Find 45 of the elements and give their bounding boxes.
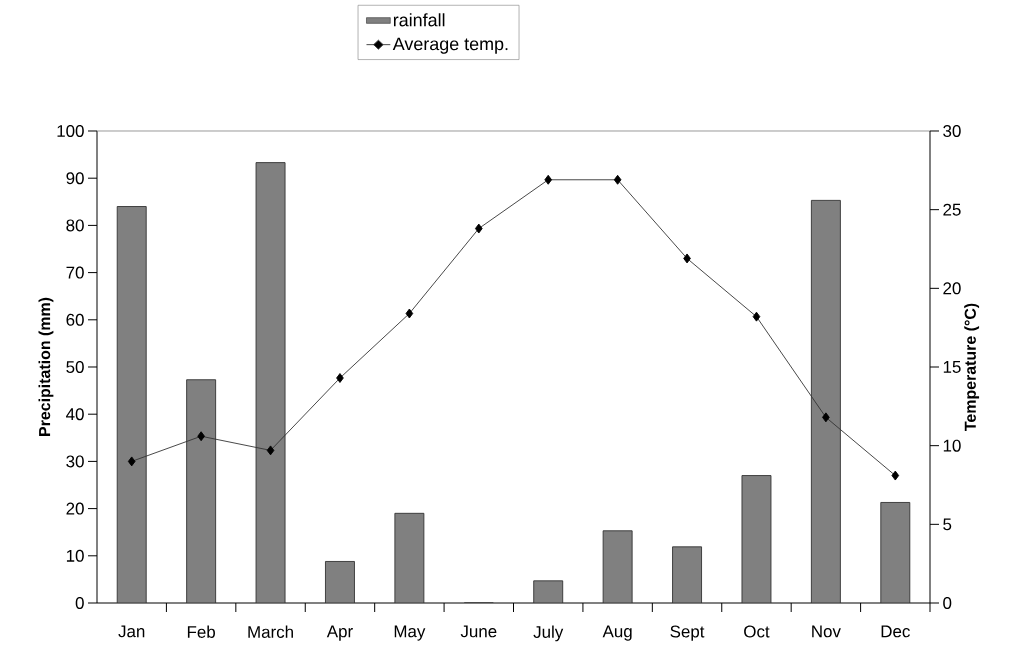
y-tick-label: 40 xyxy=(66,408,84,421)
x-tick-label: March xyxy=(248,625,293,638)
x-tick-label: May xyxy=(394,625,426,641)
y2-tick-label: 5 xyxy=(943,518,952,531)
bar xyxy=(810,199,841,603)
bar xyxy=(741,475,772,603)
x-tick-label: Dec xyxy=(881,625,910,638)
x-tick-label: July xyxy=(533,625,564,642)
y-tick-label: 50 xyxy=(66,361,84,373)
y2-tick-label: 25 xyxy=(943,203,961,216)
y2-tick-label: 20 xyxy=(943,282,961,295)
x-tick-label: Jan xyxy=(118,625,145,638)
y2-tick-label: 0 xyxy=(943,597,952,609)
bar xyxy=(186,379,217,603)
x-tick-label: Feb xyxy=(187,625,215,638)
x-tick-label: Oct xyxy=(744,625,770,638)
y-tick-label: 10 xyxy=(66,549,84,562)
x-tick-label: Nov xyxy=(812,625,841,638)
y2-tick-label: 15 xyxy=(943,361,961,373)
bar xyxy=(533,580,564,603)
bar xyxy=(116,206,147,603)
bar xyxy=(880,502,911,603)
y-tick-label: 60 xyxy=(66,313,84,326)
y2-tick-label: 10 xyxy=(943,439,961,452)
bar xyxy=(325,561,355,603)
bar xyxy=(394,512,425,603)
x-tick-label: Sept xyxy=(670,625,705,641)
x-tick-label: June xyxy=(460,625,497,638)
legend-label: Average temp. xyxy=(392,37,508,54)
y2-tick-label: 30 xyxy=(943,125,961,137)
y-axis-title: Precipitation (mm) xyxy=(38,297,54,436)
bar xyxy=(602,530,633,603)
y-tick-label: 80 xyxy=(66,219,84,232)
y-tick-label: 20 xyxy=(66,502,84,515)
bar xyxy=(255,162,286,603)
y-tick-label: 70 xyxy=(66,266,84,279)
bar xyxy=(672,546,702,603)
y-tick-label: 30 xyxy=(66,455,84,468)
y-tick-label: 100 xyxy=(57,125,84,137)
legend-label: rainfall xyxy=(393,13,445,27)
y2-axis-title: Temperature (°C) xyxy=(964,303,980,431)
x-tick-label: Aug xyxy=(602,625,632,641)
y-tick-label: 0 xyxy=(75,597,84,609)
x-tick-label: Apr xyxy=(326,625,353,641)
y-tick-label: 90 xyxy=(66,172,84,185)
